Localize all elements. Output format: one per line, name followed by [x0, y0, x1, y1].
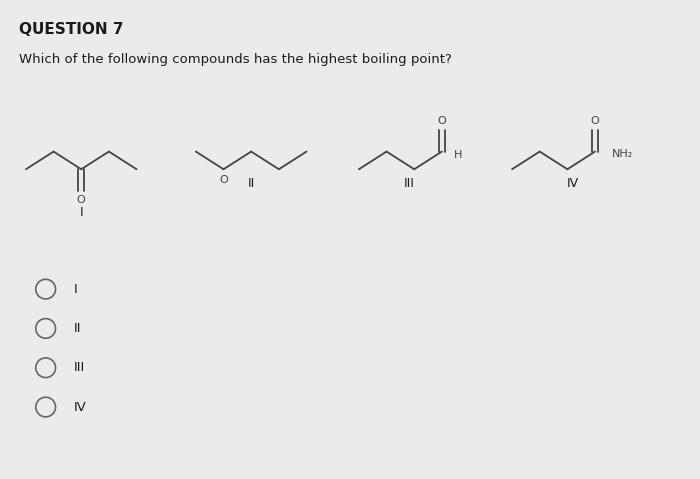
Text: IV: IV	[566, 178, 578, 191]
Text: III: III	[404, 178, 414, 191]
Text: NH₂: NH₂	[612, 148, 634, 159]
Text: O: O	[438, 116, 447, 126]
Text: QUESTION 7: QUESTION 7	[19, 22, 123, 37]
Text: II: II	[248, 178, 255, 191]
Text: Which of the following compounds has the highest boiling point?: Which of the following compounds has the…	[19, 53, 452, 66]
Text: I: I	[79, 206, 83, 219]
Text: IV: IV	[74, 400, 86, 413]
Text: II: II	[74, 322, 80, 335]
Text: III: III	[74, 361, 85, 374]
Text: H: H	[454, 149, 462, 160]
Text: I: I	[74, 283, 77, 296]
Text: O: O	[77, 194, 85, 205]
Text: O: O	[219, 175, 228, 185]
Text: O: O	[591, 116, 599, 126]
